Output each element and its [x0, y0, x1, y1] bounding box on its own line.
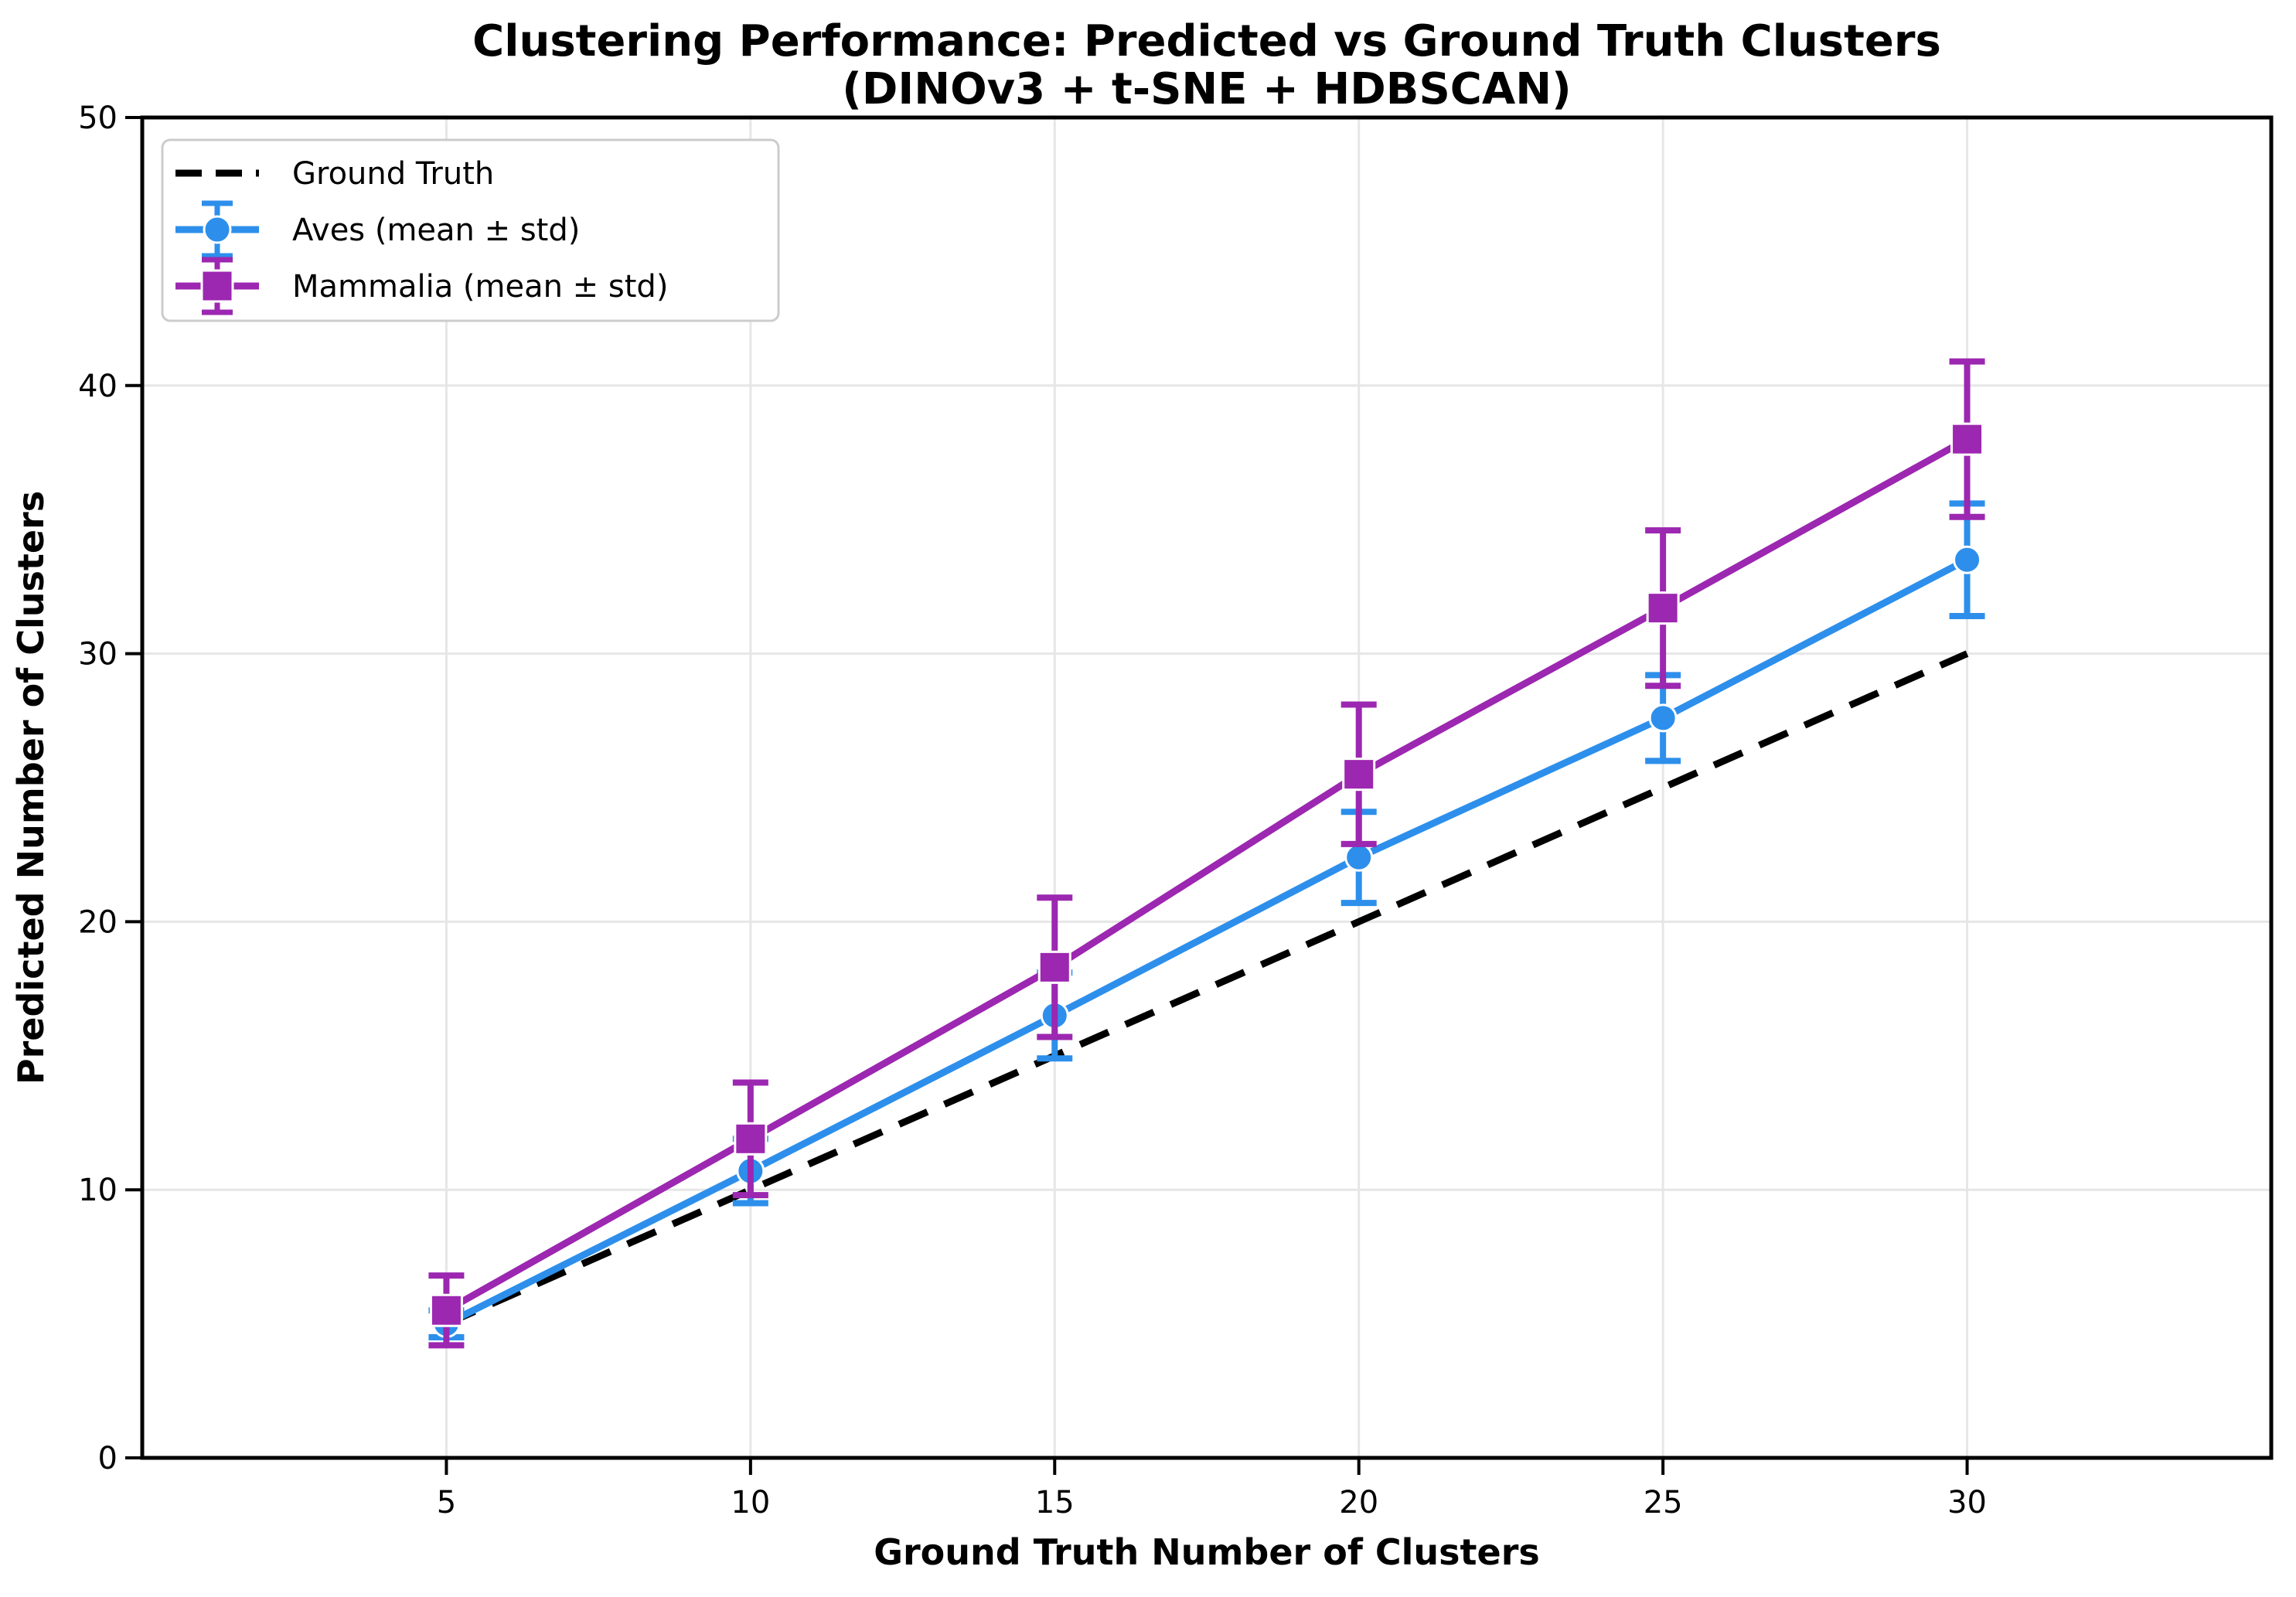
x-tick-label: 10 — [731, 1485, 770, 1520]
x-tick-label: 30 — [1947, 1485, 1987, 1520]
circle-marker — [1648, 703, 1678, 733]
square-marker — [1646, 591, 1680, 625]
y-tick-label: 40 — [78, 369, 118, 404]
square-marker — [1037, 950, 1071, 984]
x-axis-label: Ground Truth Number of Clusters — [874, 1531, 1540, 1573]
legend-item-label: Ground Truth — [292, 156, 494, 192]
x-tick-label: 20 — [1339, 1485, 1378, 1520]
y-tick-label: 30 — [78, 637, 118, 673]
square-marker — [1950, 422, 1984, 456]
square-marker — [1342, 758, 1376, 792]
series-line — [445, 436, 1969, 1314]
axes-layer: 5 10 15 20 25 30 0 10 20 30 40 50 — [78, 100, 2274, 1520]
x-tick-label: 25 — [1644, 1485, 1683, 1520]
series-aves-mean-std — [428, 500, 1985, 1340]
chart-title-line1: Clustering Performance: Predicted vs Gro… — [472, 16, 1941, 66]
legend-item-mammalia-mean-std: Mammalia (mean ± std) — [175, 257, 668, 315]
y-tick-label: 20 — [78, 904, 118, 940]
y-axis-label: Predicted Number of Clusters — [10, 491, 52, 1085]
legend-circle-marker — [203, 215, 232, 244]
series-layer — [428, 358, 1985, 1349]
y-tick-label: 50 — [78, 100, 118, 136]
x-tick-label: 15 — [1035, 1485, 1075, 1520]
chart-title-line2: (DINOv3 + t-SNE + HDBSCAN) — [842, 64, 1571, 114]
legend: Ground Truth Aves (mean ± std) Mammalia (m… — [161, 138, 780, 322]
legend-item-aves-mean-std: Aves (mean ± std) — [175, 200, 580, 259]
legend-item-ground-truth: Ground Truth — [175, 156, 494, 192]
series-mammalia-mean-std — [428, 358, 1985, 1349]
square-marker — [734, 1122, 768, 1156]
square-marker — [429, 1293, 463, 1327]
circle-marker — [1344, 843, 1374, 872]
y-tick-label: 10 — [78, 1173, 118, 1208]
legend-item-label: Aves (mean ± std) — [292, 213, 580, 248]
y-tick-label: 0 — [98, 1441, 118, 1476]
series-line — [445, 557, 1969, 1327]
series-line — [445, 650, 1969, 1327]
legend-item-label: Mammalia (mean ± std) — [292, 269, 668, 305]
legend-square-marker — [200, 269, 234, 303]
legend-box — [161, 138, 780, 322]
x-tick-label: 5 — [437, 1485, 456, 1520]
plot-spines — [140, 115, 2274, 1460]
circle-marker — [1953, 545, 1982, 574]
series-ground-truth — [445, 650, 1969, 1327]
